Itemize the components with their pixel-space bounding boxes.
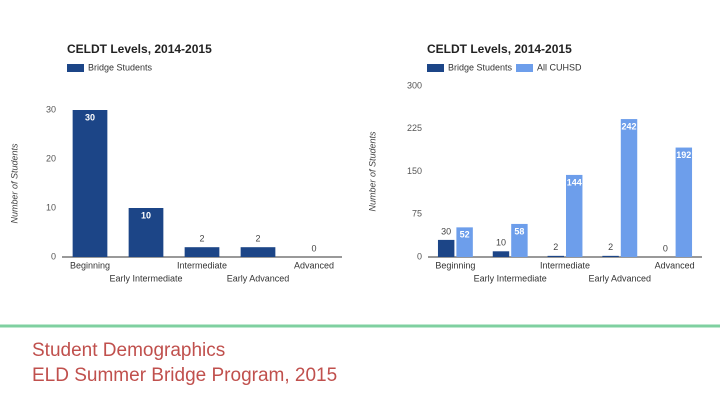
value-label: 10 xyxy=(496,238,506,248)
x-tick-label: Early Advanced xyxy=(227,273,290,283)
bar xyxy=(620,119,638,257)
value-label: 0 xyxy=(311,243,316,253)
bar xyxy=(602,255,619,257)
legend-swatch xyxy=(67,64,84,72)
bar xyxy=(184,247,220,257)
x-tick-label: Intermediate xyxy=(177,260,227,270)
bar xyxy=(547,255,564,257)
x-tick-label: Early Intermediate xyxy=(109,273,182,283)
value-label: 2 xyxy=(199,234,204,244)
bar xyxy=(128,208,164,257)
legend-label: Bridge Students xyxy=(88,62,153,72)
value-label: 2 xyxy=(553,242,558,252)
value-label: 52 xyxy=(460,230,470,240)
value-label: 242 xyxy=(622,121,637,131)
bar xyxy=(492,251,510,257)
y-tick-label: 0 xyxy=(51,251,56,261)
y-axis-label: Number of Students xyxy=(367,131,377,212)
y-tick-label: 0 xyxy=(417,251,422,261)
legend-label: Bridge Students xyxy=(448,62,513,72)
legend-swatch xyxy=(516,64,533,72)
y-tick-label: 150 xyxy=(407,166,422,176)
value-label: 0 xyxy=(663,243,668,253)
y-tick-label: 225 xyxy=(407,123,422,133)
x-tick-label: Beginning xyxy=(435,260,475,270)
value-label: 2 xyxy=(255,234,260,244)
legend-label: All CUHSD xyxy=(537,62,582,72)
x-tick-label: Advanced xyxy=(655,260,695,270)
y-tick-label: 30 xyxy=(46,104,56,114)
x-tick-label: Intermediate xyxy=(540,260,590,270)
value-label: 10 xyxy=(141,210,151,220)
value-label: 2 xyxy=(608,242,613,252)
bar xyxy=(72,110,108,257)
x-tick-label: Early Advanced xyxy=(589,273,652,283)
value-label: 144 xyxy=(567,177,582,187)
x-tick-label: Beginning xyxy=(70,260,110,270)
y-tick-label: 20 xyxy=(46,153,56,163)
value-label: 30 xyxy=(441,226,451,236)
y-tick-label: 10 xyxy=(46,202,56,212)
bar xyxy=(675,147,693,257)
bar xyxy=(511,223,528,257)
y-tick-label: 300 xyxy=(407,80,422,90)
chart-title: CELDT Levels, 2014-2015 xyxy=(67,42,212,56)
value-label: 30 xyxy=(85,112,95,122)
bar xyxy=(456,227,473,257)
x-tick-label: Advanced xyxy=(294,260,334,270)
caption-line: Student Demographics xyxy=(32,340,225,361)
value-label: 58 xyxy=(514,226,524,236)
chart-title: CELDT Levels, 2014-2015 xyxy=(427,42,572,56)
caption-line: ELD Summer Bridge Program, 2015 xyxy=(32,365,337,386)
bar xyxy=(566,174,583,257)
legend-swatch xyxy=(427,64,444,72)
x-tick-label: Early Intermediate xyxy=(474,273,547,283)
bar xyxy=(240,247,276,257)
value-label: 192 xyxy=(676,150,691,160)
y-tick-label: 75 xyxy=(412,209,422,219)
bar xyxy=(437,239,455,257)
y-axis-label: Number of Students xyxy=(9,143,19,224)
